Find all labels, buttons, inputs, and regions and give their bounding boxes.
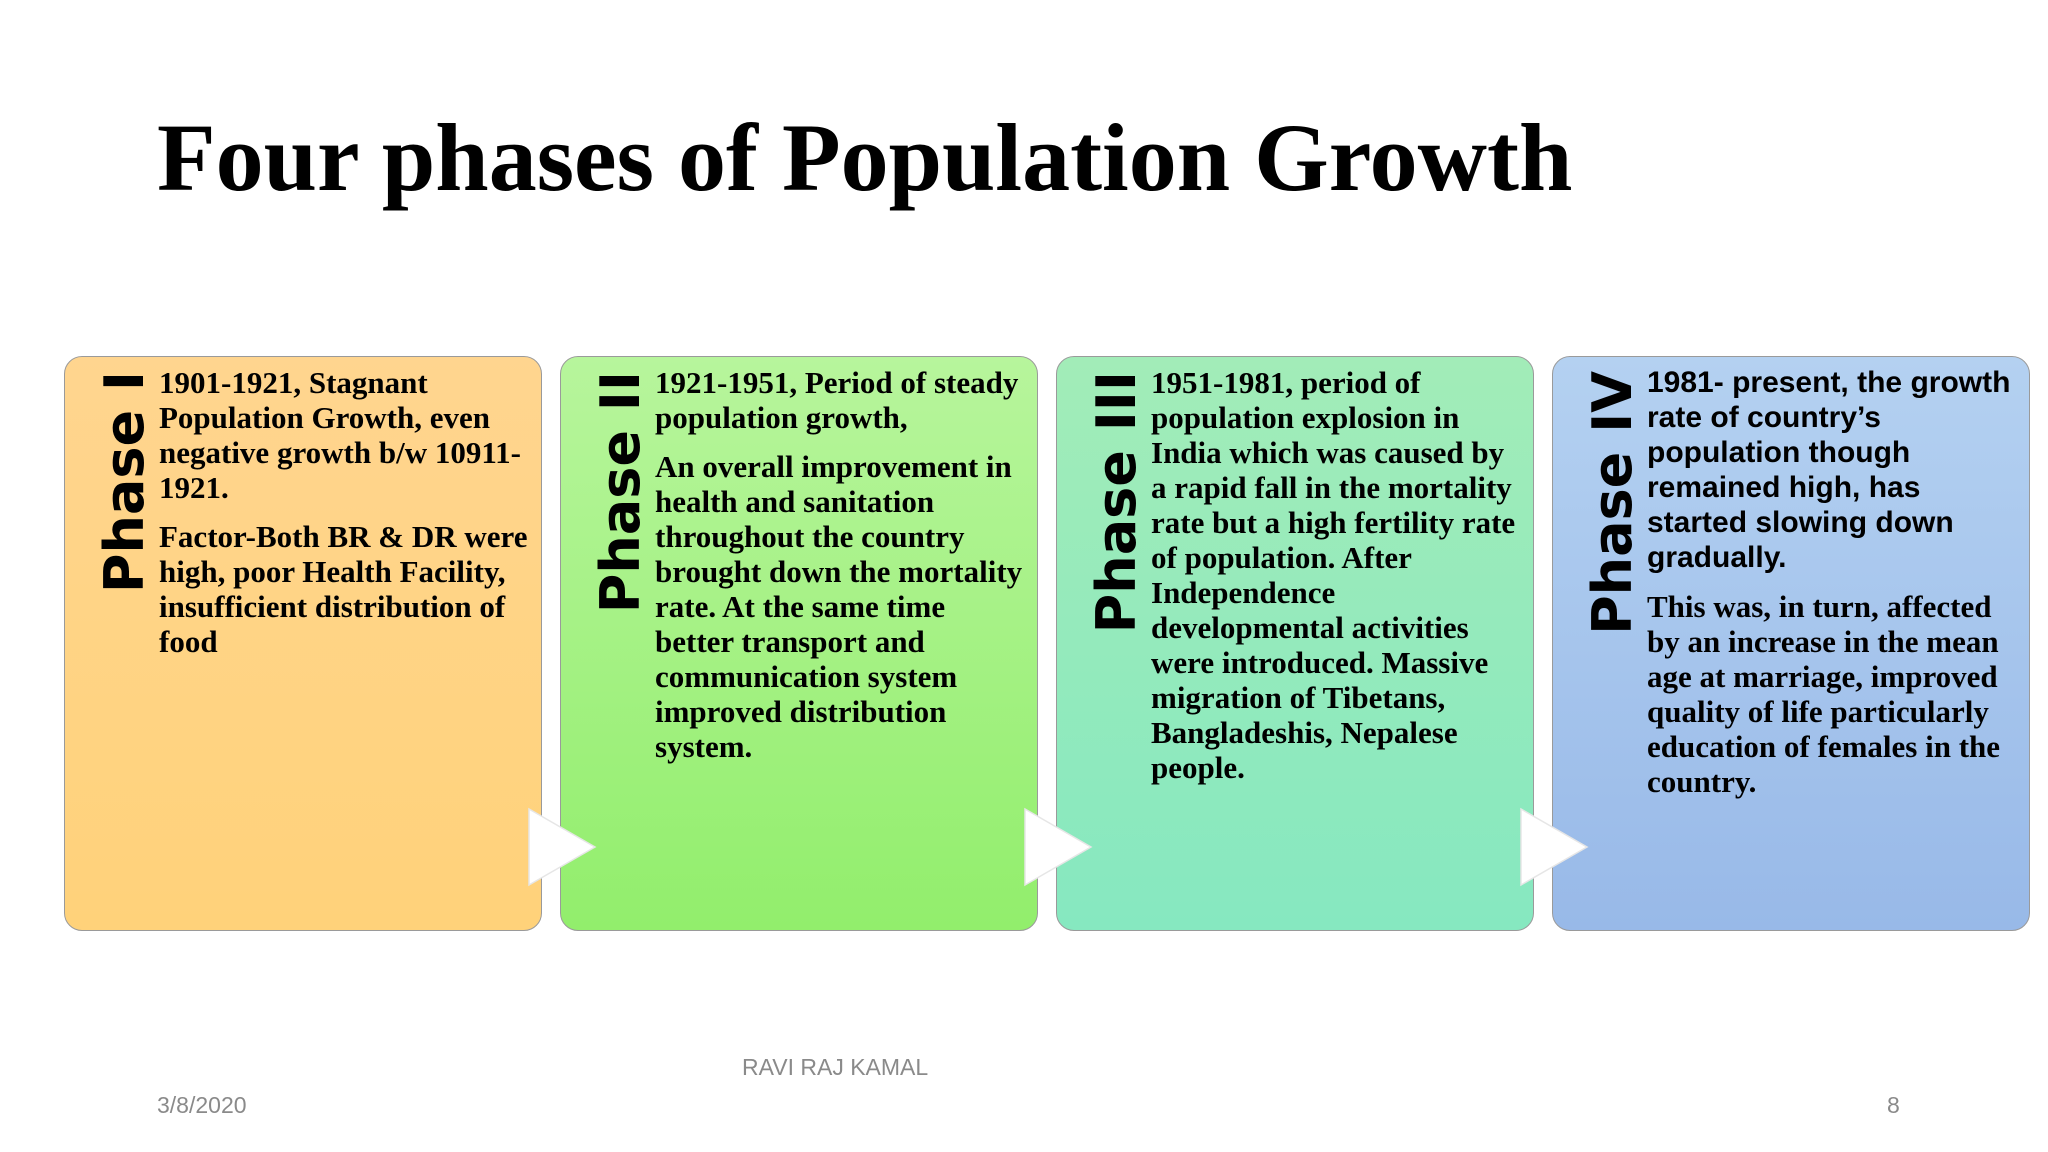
phase-card-1: Phase I 1901-1921, Stagnant Population G… bbox=[64, 356, 542, 931]
phase-label: Phase II bbox=[575, 371, 667, 613]
phase-paragraph: Factor-Both BR & DR were high, poor Heal… bbox=[159, 519, 528, 659]
phase-label: Phase I bbox=[79, 371, 171, 593]
phase-label-text: Phase I bbox=[93, 371, 156, 594]
phase-paragraph: This was, in turn, affected by an increa… bbox=[1647, 589, 2001, 799]
phase-card-3: Phase III 1951-1981, period of populatio… bbox=[1056, 356, 1534, 931]
phase-label-text: Phase II bbox=[589, 371, 652, 614]
phase-description: 1901-1921, Stagnant Population Growth, e… bbox=[159, 365, 531, 673]
footer-page-number: 8 bbox=[1887, 1092, 1900, 1118]
phase-paragraph: 1901-1921, Stagnant Population Growth, e… bbox=[159, 365, 521, 505]
phase-description: 1951-1981, period of population explosio… bbox=[1151, 365, 1523, 799]
phase-paragraph: 1981- present, the growth rate of countr… bbox=[1647, 366, 2011, 574]
phase-paragraph: 1951-1981, period of population explosio… bbox=[1151, 365, 1516, 785]
arrow-right-icon bbox=[1024, 807, 1093, 887]
phase-paragraph: An overall improvement in health and san… bbox=[655, 449, 1023, 764]
footer-author: RAVI RAJ KAMAL bbox=[742, 1054, 929, 1080]
phase-description: 1981- present, the growth rate of countr… bbox=[1647, 365, 2019, 813]
phase-label-text: Phase III bbox=[1085, 371, 1148, 634]
phase-label-text: Phase IV bbox=[1581, 371, 1644, 635]
phase-label: Phase III bbox=[1071, 371, 1163, 633]
slide-title: Four phases of Population Growth bbox=[157, 104, 1573, 211]
phase-card-4: Phase IV 1981- present, the growth rate … bbox=[1552, 356, 2030, 931]
phase-description: 1921-1951, Period of steady population g… bbox=[655, 365, 1027, 778]
arrow-right-icon bbox=[528, 807, 597, 887]
phase-paragraph: 1921-1951, Period of steady population g… bbox=[655, 365, 1019, 435]
phase-card-2: Phase II 1921-1951, Period of steady pop… bbox=[560, 356, 1038, 931]
footer-date: 3/8/2020 bbox=[157, 1092, 247, 1118]
arrow-right-icon bbox=[1520, 807, 1589, 887]
phase-label: Phase IV bbox=[1567, 371, 1659, 635]
